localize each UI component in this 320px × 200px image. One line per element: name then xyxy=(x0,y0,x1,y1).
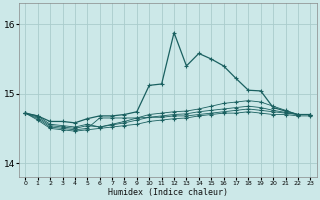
X-axis label: Humidex (Indice chaleur): Humidex (Indice chaleur) xyxy=(108,188,228,197)
